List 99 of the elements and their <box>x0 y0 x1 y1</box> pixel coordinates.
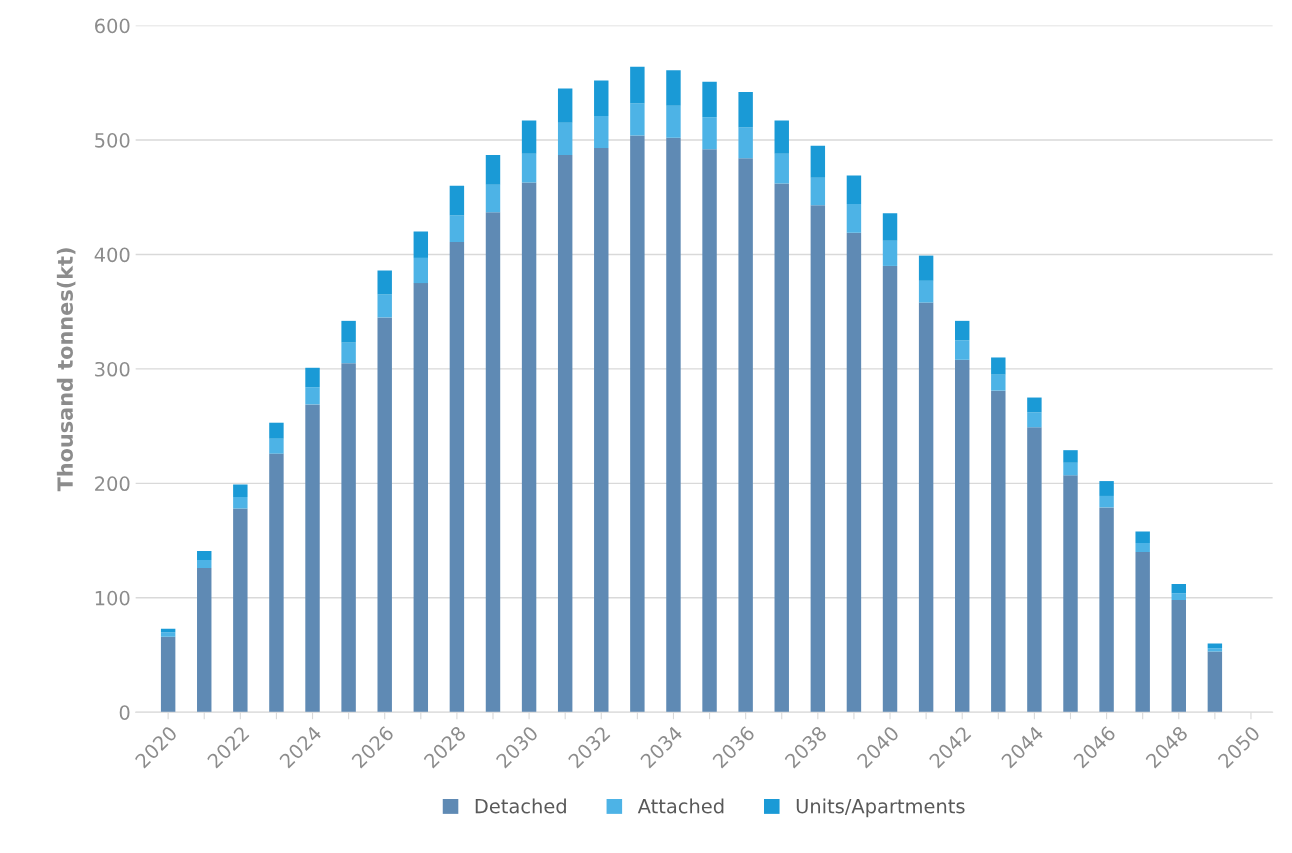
y-tick-label: 0 <box>119 705 130 720</box>
bar <box>666 105 681 138</box>
bar <box>341 320 356 343</box>
bar <box>918 280 934 303</box>
bar <box>521 120 537 154</box>
bar <box>1135 542 1150 553</box>
bar <box>485 184 501 213</box>
bar <box>485 154 501 185</box>
bar <box>702 81 717 118</box>
bar <box>377 317 392 713</box>
bar <box>305 404 320 713</box>
bar <box>341 342 356 364</box>
bar <box>702 117 717 150</box>
bar <box>197 560 212 569</box>
bar <box>774 120 789 154</box>
bar <box>557 88 573 123</box>
bar <box>810 145 826 178</box>
bar <box>305 367 320 388</box>
bar <box>774 183 789 713</box>
bar <box>1207 648 1223 652</box>
bar <box>485 212 501 713</box>
bar <box>1171 600 1186 713</box>
bar <box>991 357 1006 375</box>
bar <box>954 320 970 341</box>
bar <box>1099 507 1114 713</box>
bar <box>449 241 465 713</box>
bar <box>233 508 248 713</box>
bar <box>738 91 753 128</box>
bar <box>1135 552 1150 713</box>
bar <box>1207 651 1223 713</box>
bar <box>269 438 284 454</box>
bar <box>413 257 429 284</box>
bar <box>233 484 248 498</box>
bar <box>1171 584 1186 594</box>
bar <box>160 632 176 637</box>
bar <box>846 232 862 713</box>
bar <box>630 103 645 136</box>
bar <box>882 213 898 241</box>
bar <box>594 116 609 149</box>
bar <box>1063 475 1078 713</box>
bar <box>377 270 392 295</box>
y-tick-label: 500 <box>95 132 130 148</box>
bar <box>449 185 465 216</box>
bar <box>666 137 681 713</box>
bar <box>1135 531 1150 543</box>
bar <box>882 265 898 713</box>
bar <box>233 497 248 509</box>
bar <box>1027 412 1042 428</box>
bar <box>197 568 212 713</box>
bar <box>1063 462 1078 476</box>
bar <box>1099 495 1114 508</box>
bar <box>630 135 645 713</box>
bar <box>413 231 429 258</box>
legend-label: Units/Apartments <box>796 798 965 818</box>
bar <box>1027 427 1042 713</box>
bar <box>521 153 537 183</box>
bar <box>991 390 1006 713</box>
legend-label: Attached <box>637 798 724 814</box>
bar <box>630 66 645 104</box>
bar <box>594 148 609 713</box>
bar <box>702 149 717 713</box>
bar <box>449 215 465 242</box>
bar <box>521 182 537 713</box>
y-axis-title: Thousand tonnes(kt) <box>56 248 76 492</box>
bar <box>738 127 753 159</box>
bar <box>1171 593 1186 601</box>
bar <box>666 70 681 106</box>
bar <box>810 177 826 206</box>
bar <box>197 550 212 561</box>
bar <box>846 204 862 233</box>
legend-label: Detached <box>475 798 566 814</box>
bar <box>413 283 429 713</box>
bar <box>954 340 970 360</box>
bar <box>954 359 970 713</box>
bar <box>269 422 284 439</box>
bar <box>846 175 862 205</box>
y-tick-label: 600 <box>95 18 130 34</box>
y-tick-label: 400 <box>94 247 130 263</box>
bar <box>918 255 934 281</box>
bar <box>269 453 284 713</box>
bar <box>305 387 320 405</box>
y-tick-label: 300 <box>95 361 130 377</box>
bar <box>1099 481 1114 496</box>
bar <box>738 158 753 713</box>
y-tick-label: 200 <box>95 476 130 492</box>
bar <box>341 363 356 713</box>
bar <box>594 80 609 116</box>
bar <box>1063 450 1078 463</box>
bar <box>1027 397 1042 413</box>
bar <box>918 302 934 713</box>
bar <box>557 122 573 155</box>
y-tick-label: 100 <box>95 590 130 606</box>
bar <box>160 636 176 713</box>
bar <box>774 153 789 184</box>
bar <box>882 240 898 266</box>
bar <box>810 205 826 713</box>
bar <box>377 294 392 318</box>
bar <box>991 374 1006 391</box>
bar <box>557 154 573 713</box>
